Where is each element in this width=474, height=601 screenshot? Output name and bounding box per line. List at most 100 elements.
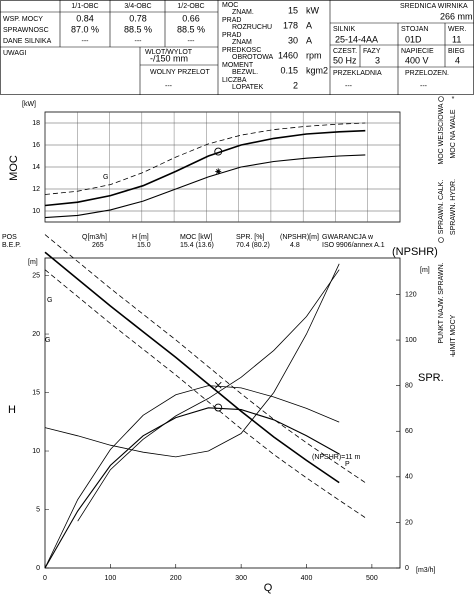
x-tick-label: 500 xyxy=(366,575,378,582)
bep-value: B.E.P. xyxy=(2,242,21,249)
y2-tick-label: 120 xyxy=(405,291,417,298)
value: 266 mm xyxy=(440,11,473,21)
annotation: P xyxy=(345,461,350,468)
legend: MOC WEJSCIOWA * MOC NA WALE SPRAWN. CALK.… xyxy=(438,96,457,357)
value: --- xyxy=(420,83,428,90)
cell: 0.66 xyxy=(182,13,200,23)
y2-label: SPR. xyxy=(418,372,444,384)
x-tick-label: 100 xyxy=(105,575,117,582)
legend-item: MOC WEJSCIOWA xyxy=(438,103,445,165)
y-tick-label: 14 xyxy=(32,164,40,171)
label: ZNAM. xyxy=(232,9,254,16)
curve xyxy=(44,385,340,569)
y2-tick-label: 40 xyxy=(405,474,413,481)
row-label: DANE SILNIKA xyxy=(3,38,52,45)
x-tick-label: 200 xyxy=(170,575,182,582)
label: PRZEKLADNIA xyxy=(333,70,382,77)
value: 4 xyxy=(455,55,460,65)
label: PRAD xyxy=(222,17,241,24)
unit: kgm2 xyxy=(306,65,328,75)
unit: rpm xyxy=(306,50,322,60)
y2-tick-label: 20 xyxy=(405,519,413,526)
y2-tick-label: 80 xyxy=(405,382,413,389)
label: SILNIK xyxy=(333,26,356,33)
unit: kW xyxy=(306,5,320,15)
annotation: (NPSHR)=11 m xyxy=(312,454,360,461)
value: 400 V xyxy=(405,55,429,65)
curve xyxy=(77,269,340,522)
label: MOMENT xyxy=(222,62,254,69)
legend-item: SPRAWN. CALK. xyxy=(438,180,445,235)
cell: --- xyxy=(135,38,143,45)
bep-header: GWARANCJA w xyxy=(322,234,374,241)
y-label: H xyxy=(8,404,16,416)
x-tick-label: 0 xyxy=(43,575,47,582)
bep-marker xyxy=(214,403,223,412)
value: 25-14-4AA xyxy=(335,34,378,44)
cell: 87.0 % xyxy=(71,24,99,34)
curve xyxy=(44,234,366,483)
y-unit: [kW] xyxy=(22,101,36,108)
value: 2 xyxy=(293,80,298,90)
cell: 88.5 % xyxy=(177,24,205,34)
npsh-label: (NPSHR) xyxy=(392,246,438,258)
y2-tick-label: 60 xyxy=(405,428,413,435)
bep-header: (NPSHR)[m] xyxy=(280,234,319,241)
bep-value: 4.8 xyxy=(290,242,300,249)
value: 15 xyxy=(288,5,298,15)
label: LICZBA xyxy=(222,77,247,84)
value: 50 Hz xyxy=(333,55,357,65)
y-label: MOC xyxy=(8,155,20,181)
curve xyxy=(44,122,366,195)
label: PRAD xyxy=(222,32,241,39)
y-tick-label: 16 xyxy=(32,142,40,149)
bep-value: 15.4 (13.6) xyxy=(180,242,214,249)
row-label: SPRAWNOSC xyxy=(3,27,49,34)
x-label: Q xyxy=(264,582,273,594)
label: NAPIECIE xyxy=(401,48,434,55)
value: 11 xyxy=(452,34,461,44)
header-frame xyxy=(0,0,474,95)
cell: 0.84 xyxy=(76,13,94,23)
y2-tick-label: 0 xyxy=(405,565,409,572)
value: 01D xyxy=(405,34,422,44)
label: CZEST. xyxy=(333,48,357,55)
row-label: WSP. MOCY xyxy=(3,16,43,23)
unit: A xyxy=(306,35,312,45)
bep-header: Q[m3/h] xyxy=(82,234,107,241)
legend-symbol: * xyxy=(452,96,455,103)
bep-value: ISO 9906/annex A.1 xyxy=(322,242,385,249)
bep-header: POS xyxy=(2,234,17,241)
annotation: G xyxy=(47,297,52,304)
y-tick-label: 0 xyxy=(36,565,40,572)
value: 178 xyxy=(283,20,298,30)
y-tick-label: 5 xyxy=(36,506,40,513)
curve xyxy=(44,263,340,458)
label: WOLNY PRZELOT xyxy=(150,69,210,76)
bep-marker xyxy=(215,168,222,175)
col-head: 1/1-OBC xyxy=(71,3,98,10)
x-tick-label: 300 xyxy=(235,575,247,582)
x-unit: [m3/h] xyxy=(416,567,436,574)
y-tick-label: 25 xyxy=(32,272,40,279)
annotation: G xyxy=(45,337,50,344)
y-tick-label: 15 xyxy=(32,389,40,396)
y-tick-label: 10 xyxy=(32,448,40,455)
value: 1460 xyxy=(278,50,298,60)
remarks: UWAGI xyxy=(3,50,27,57)
col-head: 3/4-OBC xyxy=(124,3,151,10)
y-tick-label: 10 xyxy=(32,208,40,215)
label: WLOT/WYLOT xyxy=(145,49,193,56)
label: SREDNICA WIRNIKA xyxy=(400,3,468,10)
unit: A xyxy=(306,20,312,30)
label: BEZWL. xyxy=(232,69,258,76)
bep-value: 70.4 (80.2) xyxy=(236,242,270,249)
legend-item: SPRAWN. HYDR. xyxy=(450,179,457,235)
bep-header: H [m] xyxy=(132,234,149,241)
legend-item: MOC NA WALE xyxy=(450,109,457,158)
value: 3 xyxy=(375,55,380,65)
y-tick-label: 18 xyxy=(32,120,40,127)
y-tick-label: 20 xyxy=(32,331,40,338)
curve xyxy=(44,251,340,484)
